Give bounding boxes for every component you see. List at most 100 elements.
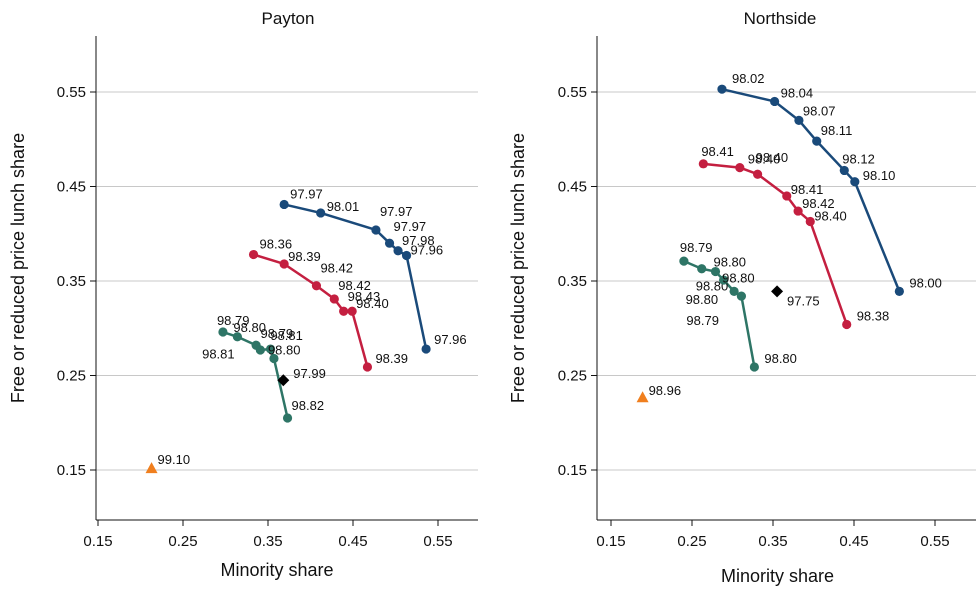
data-point bbox=[805, 216, 815, 227]
x-tick-label: 0.25 bbox=[677, 533, 706, 550]
data-point bbox=[812, 136, 822, 146]
y-tick-label: 0.45 bbox=[57, 179, 86, 196]
data-point bbox=[384, 238, 395, 248]
data-label: 98.01 bbox=[327, 199, 360, 214]
data-label: 97.97 bbox=[394, 219, 427, 234]
y-axis-title: Free or reduced price lunch share bbox=[508, 133, 528, 403]
data-point bbox=[248, 249, 259, 260]
data-point bbox=[749, 362, 759, 372]
data-point bbox=[316, 208, 326, 218]
data-point bbox=[842, 319, 852, 330]
data-point bbox=[279, 259, 289, 269]
data-point bbox=[729, 286, 739, 296]
data-point bbox=[371, 225, 381, 235]
data-label: 98.79 bbox=[261, 326, 294, 341]
data-label: 98.82 bbox=[292, 398, 325, 413]
x-tick-label: 0.15 bbox=[596, 533, 625, 550]
data-point bbox=[347, 306, 357, 316]
data-label: 98.41 bbox=[701, 144, 734, 159]
data-label: 98.80 bbox=[233, 320, 266, 335]
data-label: 98.79 bbox=[686, 313, 719, 328]
data-label: 98.80 bbox=[713, 255, 746, 270]
data-point-triangle bbox=[145, 462, 158, 474]
data-label: 98.04 bbox=[781, 85, 814, 100]
data-point bbox=[735, 163, 745, 173]
data-point bbox=[698, 159, 708, 169]
data-label: 98.40 bbox=[748, 152, 781, 167]
data-point bbox=[329, 294, 339, 304]
x-tick-label: 0.45 bbox=[839, 533, 868, 550]
data-label: 98.96 bbox=[649, 383, 682, 398]
data-point bbox=[736, 291, 747, 301]
data-label: 98.81 bbox=[202, 346, 235, 361]
x-tick-label: 0.45 bbox=[338, 533, 367, 550]
y-tick-label: 0.45 bbox=[558, 179, 587, 196]
data-label: 98.02 bbox=[732, 71, 765, 86]
x-tick-label: 0.25 bbox=[168, 533, 197, 550]
data-point bbox=[218, 327, 228, 337]
data-point bbox=[894, 286, 904, 296]
x-tick-label: 0.35 bbox=[758, 533, 787, 550]
data-point bbox=[794, 115, 804, 125]
panel-title: Northside bbox=[744, 9, 817, 28]
data-label: 98.80 bbox=[686, 292, 719, 307]
data-point-triangle bbox=[636, 391, 649, 403]
data-label: 98.80 bbox=[722, 270, 755, 285]
data-point bbox=[269, 353, 279, 364]
data-label: 98.39 bbox=[288, 249, 321, 264]
data-point bbox=[782, 191, 792, 201]
data-point bbox=[753, 169, 763, 179]
x-tick-label: 0.55 bbox=[423, 533, 452, 550]
data-label: 97.75 bbox=[787, 293, 820, 308]
data-point bbox=[265, 344, 276, 354]
data-point bbox=[839, 165, 849, 176]
data-label: 99.10 bbox=[158, 452, 191, 467]
data-label: 97.97 bbox=[290, 186, 323, 201]
y-tick-label: 0.35 bbox=[558, 273, 587, 290]
data-point bbox=[850, 177, 860, 187]
panel-title: Payton bbox=[262, 9, 315, 28]
data-label: 98.79 bbox=[680, 240, 713, 255]
data-point bbox=[401, 250, 412, 261]
data-point bbox=[770, 96, 780, 107]
data-label: 98.80 bbox=[268, 342, 301, 357]
data-point bbox=[339, 306, 349, 316]
data-point bbox=[232, 332, 242, 342]
data-label: 97.96 bbox=[434, 332, 467, 347]
data-label: 97.98 bbox=[402, 233, 435, 248]
y-axis-title: Free or reduced price lunch share bbox=[8, 133, 28, 403]
data-label: 98.07 bbox=[803, 103, 836, 118]
data-label: 98.42 bbox=[338, 278, 371, 293]
data-point bbox=[718, 275, 729, 285]
data-point bbox=[710, 266, 721, 277]
x-axis-title: Minority share bbox=[220, 560, 333, 580]
data-label: 98.12 bbox=[842, 151, 875, 166]
data-label: 98.36 bbox=[260, 237, 293, 252]
data-point-diamond bbox=[771, 285, 784, 298]
x-axis-title: Minority share bbox=[721, 566, 834, 586]
y-tick-label: 0.25 bbox=[558, 368, 587, 385]
data-label: 98.42 bbox=[802, 196, 835, 211]
data-label: 98.41 bbox=[791, 182, 824, 197]
data-label: 98.00 bbox=[909, 275, 942, 290]
data-point bbox=[279, 199, 289, 210]
data-label: 98.40 bbox=[356, 296, 389, 311]
data-point bbox=[393, 246, 403, 256]
data-label: 98.11 bbox=[821, 123, 853, 138]
data-point bbox=[679, 256, 689, 266]
y-tick-label: 0.15 bbox=[57, 462, 86, 479]
data-label: 97.97 bbox=[380, 204, 413, 219]
data-point bbox=[362, 362, 373, 372]
data-label: 98.38 bbox=[857, 308, 890, 323]
x-tick-label: 0.55 bbox=[920, 533, 949, 550]
data-label: 98.79 bbox=[217, 313, 250, 328]
data-point bbox=[255, 345, 265, 355]
data-point-diamond bbox=[277, 374, 290, 387]
data-label: 98.42 bbox=[320, 261, 353, 276]
data-label: 98.80 bbox=[764, 351, 797, 366]
data-label: 97.96 bbox=[411, 242, 444, 257]
data-label: 98.10 bbox=[863, 168, 896, 183]
data-point bbox=[421, 344, 431, 354]
